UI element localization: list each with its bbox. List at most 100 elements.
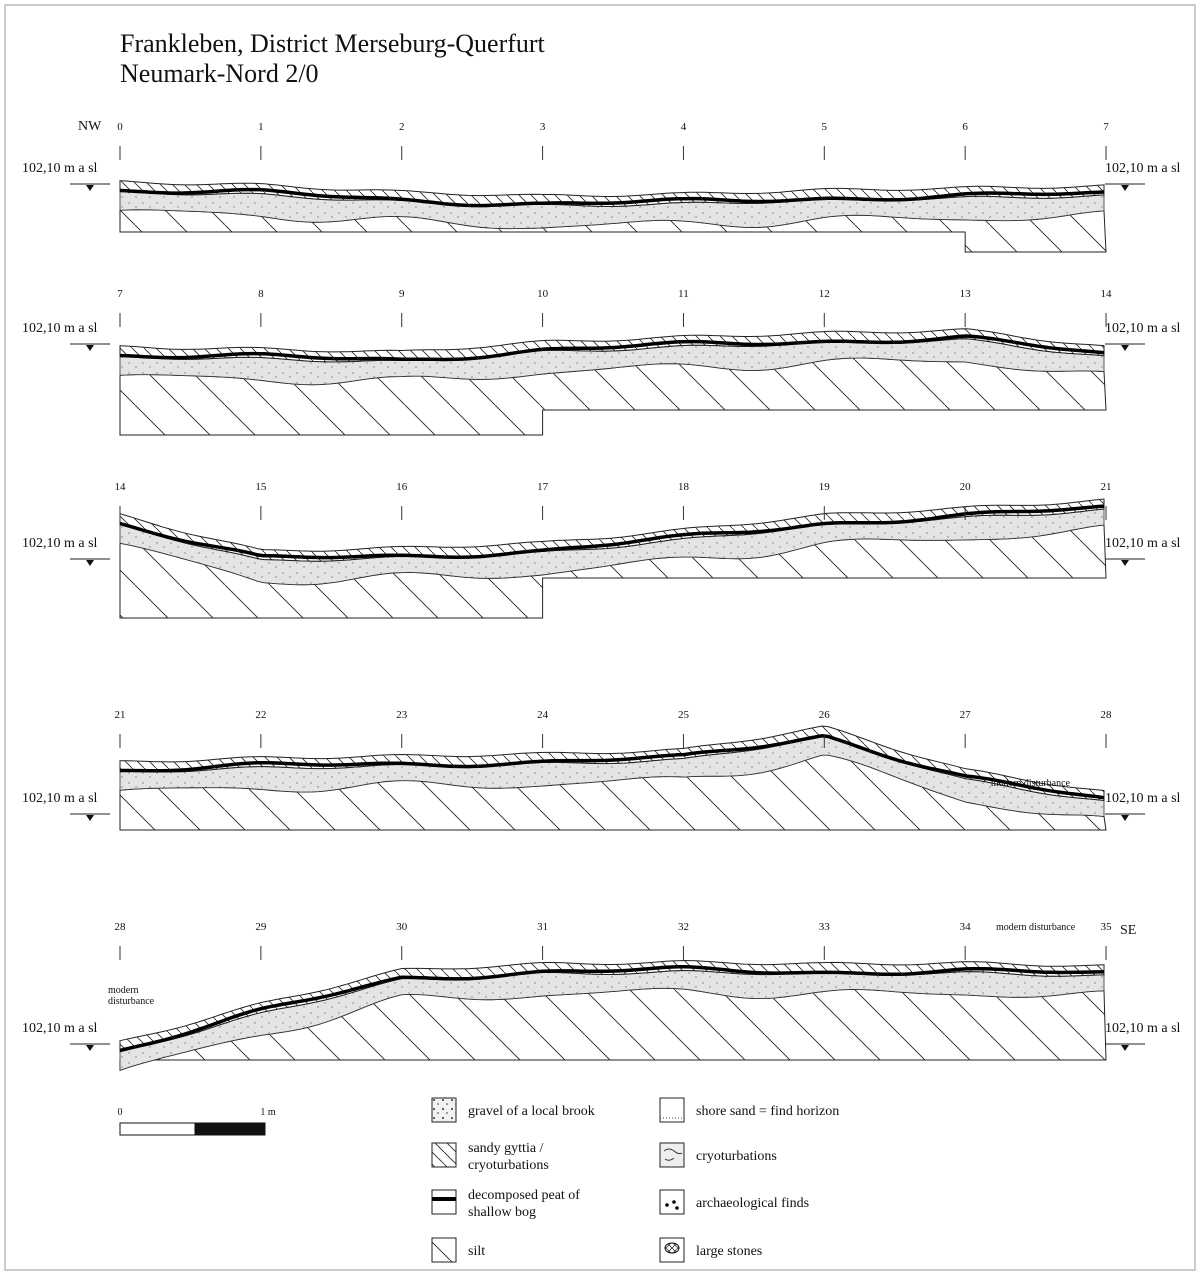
scale-bar bbox=[119, 1122, 196, 1136]
station-label: 8 bbox=[258, 288, 264, 300]
station-label: 3 bbox=[540, 121, 546, 133]
peat-layer bbox=[119, 964, 1104, 1053]
annotation: modern disturbance bbox=[996, 922, 1076, 933]
station-label: 23 bbox=[396, 709, 408, 721]
station-label: 19 bbox=[819, 481, 831, 493]
legend-label: shallow bog bbox=[468, 1205, 536, 1220]
orientation-label: NW bbox=[78, 119, 102, 134]
legend-icon bbox=[672, 1200, 676, 1204]
annotation: disturbance bbox=[108, 996, 155, 1007]
station-label: 24 bbox=[537, 709, 549, 721]
station-label: 32 bbox=[678, 921, 689, 933]
elevation-label: 102,10 m a sl bbox=[1105, 536, 1181, 551]
station-label: 14 bbox=[115, 481, 127, 493]
station-label: 17 bbox=[537, 481, 549, 493]
legend-label: cryoturbations bbox=[468, 1158, 549, 1173]
elevation-arrow bbox=[86, 185, 94, 191]
legend-icon bbox=[431, 1097, 457, 1123]
elevation-label: 102,10 m a sl bbox=[1105, 321, 1181, 336]
station-label: 30 bbox=[396, 921, 408, 933]
annotation: modern disturbance bbox=[991, 778, 1071, 789]
legend-label: gravel of a local brook bbox=[468, 1104, 595, 1119]
elevation-arrow bbox=[1121, 1045, 1129, 1051]
legend-label: shore sand = find horizon bbox=[696, 1104, 839, 1119]
elevation-arrow bbox=[86, 1045, 94, 1051]
legend-icon bbox=[663, 1148, 683, 1161]
station-label: 25 bbox=[678, 709, 690, 721]
station-label: 2 bbox=[399, 121, 405, 133]
station-label: 21 bbox=[1101, 481, 1112, 493]
scale-bar bbox=[194, 1122, 266, 1136]
scale-label: 0 bbox=[118, 1107, 123, 1118]
title: Frankleben, District Merseburg-Querfurt bbox=[120, 29, 546, 58]
station-label: 34 bbox=[960, 921, 972, 933]
annotation: modern bbox=[108, 985, 139, 996]
peat-layer bbox=[119, 334, 1105, 362]
elevation-label: 102,10 m a sl bbox=[22, 321, 98, 336]
station-label: 18 bbox=[678, 481, 690, 493]
legend-label: large stones bbox=[696, 1244, 762, 1259]
station-label: 13 bbox=[960, 288, 972, 300]
legend-icon bbox=[665, 1203, 669, 1207]
peat-layer bbox=[119, 187, 1105, 208]
elevation-label: 102,10 m a sl bbox=[1105, 161, 1181, 176]
legend-label: sandy gyttia / bbox=[468, 1141, 544, 1156]
station-label: 12 bbox=[819, 288, 830, 300]
legend-label: silt bbox=[468, 1244, 485, 1259]
station-label: 22 bbox=[255, 709, 266, 721]
elevation-arrow bbox=[86, 815, 94, 821]
station-label: 10 bbox=[537, 288, 549, 300]
station-label: 7 bbox=[1103, 121, 1109, 133]
elevation-label: 102,10 m a sl bbox=[22, 1021, 98, 1036]
elevation-label: 102,10 m a sl bbox=[22, 536, 98, 551]
station-label: 35 bbox=[1101, 921, 1113, 933]
legend-icon bbox=[431, 1189, 457, 1215]
elevation-arrow bbox=[86, 345, 94, 351]
station-label: 28 bbox=[1101, 709, 1113, 721]
legend-icon bbox=[659, 1142, 685, 1168]
legend-icon bbox=[659, 1189, 685, 1215]
title: Neumark-Nord 2/0 bbox=[120, 59, 319, 88]
elevation-arrow bbox=[1121, 185, 1129, 191]
legend-label: decomposed peat of bbox=[468, 1188, 580, 1203]
legend-label: archaeological finds bbox=[696, 1196, 809, 1211]
station-label: 14 bbox=[1101, 288, 1113, 300]
peat-layer bbox=[119, 504, 1105, 560]
station-label: 6 bbox=[962, 121, 968, 133]
scale-label: 1 m bbox=[260, 1107, 276, 1118]
orientation-label: SE bbox=[1120, 923, 1136, 938]
elevation-label: 102,10 m a sl bbox=[1105, 1021, 1181, 1036]
station-label: 9 bbox=[399, 288, 405, 300]
station-label: 28 bbox=[115, 921, 127, 933]
station-label: 20 bbox=[960, 481, 972, 493]
legend-icon bbox=[431, 1237, 457, 1263]
station-label: 15 bbox=[255, 481, 267, 493]
elevation-arrow bbox=[1121, 345, 1129, 351]
elevation-label: 102,10 m a sl bbox=[1105, 791, 1181, 806]
elevation-label: 102,10 m a sl bbox=[22, 791, 98, 806]
station-label: 1 bbox=[258, 121, 264, 133]
frame bbox=[4, 4, 1196, 1271]
legend-icon bbox=[664, 1242, 680, 1254]
station-label: 7 bbox=[117, 288, 123, 300]
elevation-label: 102,10 m a sl bbox=[22, 161, 98, 176]
station-label: 4 bbox=[681, 121, 687, 133]
station-label: 26 bbox=[819, 709, 831, 721]
elevation-arrow bbox=[1121, 815, 1129, 821]
legend-icon bbox=[675, 1206, 679, 1210]
station-label: 29 bbox=[255, 921, 267, 933]
station-label: 33 bbox=[819, 921, 831, 933]
elevation-arrow bbox=[1121, 560, 1129, 566]
station-label: 27 bbox=[960, 709, 972, 721]
legend-label: cryoturbations bbox=[696, 1149, 777, 1164]
station-label: 11 bbox=[678, 288, 689, 300]
station-label: 5 bbox=[822, 121, 828, 133]
station-label: 0 bbox=[117, 121, 123, 133]
peat-layer bbox=[120, 734, 1105, 800]
elevation-arrow bbox=[86, 560, 94, 566]
station-label: 21 bbox=[115, 709, 126, 721]
station-label: 16 bbox=[396, 481, 408, 493]
station-label: 31 bbox=[537, 921, 548, 933]
